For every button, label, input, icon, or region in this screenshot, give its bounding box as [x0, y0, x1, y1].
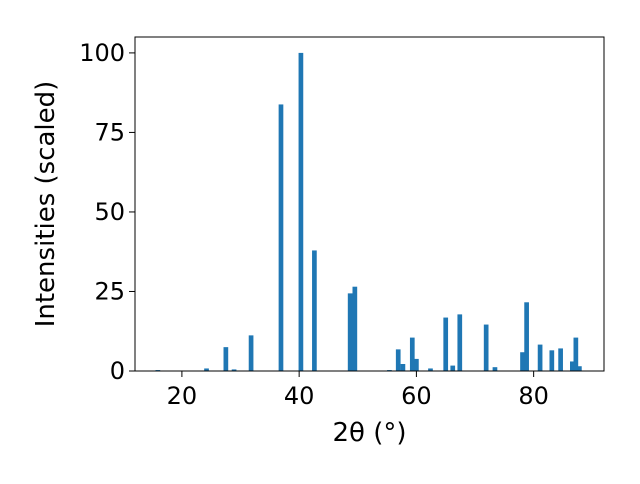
x-tick-label: 60: [401, 382, 432, 410]
x-tick-label: 40: [284, 382, 315, 410]
intensity-bar: [400, 364, 406, 371]
x-tick-label: 80: [518, 382, 549, 410]
intensity-bar: [204, 368, 209, 371]
intensity-bar: [558, 348, 563, 371]
y-tick-label: 100: [79, 39, 125, 67]
intensity-bar: [443, 317, 449, 371]
intensity-bar: [352, 286, 358, 371]
intensity-bar: [347, 293, 353, 371]
y-tick-label: 75: [94, 118, 125, 146]
intensity-bar: [524, 302, 529, 371]
intensity-bar: [414, 358, 419, 371]
intensity-bar: [409, 337, 415, 371]
intensity-bar: [483, 324, 489, 371]
intensity-bar: [537, 344, 543, 371]
intensity-bar: [298, 52, 304, 372]
y-tick-label: 50: [94, 198, 125, 226]
intensity-bar: [231, 369, 237, 371]
intensity-bar: [573, 337, 579, 371]
intensity-bar: [278, 104, 284, 371]
intensity-bar: [549, 350, 555, 371]
intensity-bar: [428, 368, 433, 371]
intensity-bar: [450, 365, 456, 371]
intensity-bar: [570, 361, 575, 371]
intensity-bar: [395, 349, 401, 371]
y-tick-label: 0: [110, 357, 125, 385]
ticks-layer: 20 40 60 80 0 25 50 75 100: [79, 39, 549, 410]
intensity-bar: [248, 335, 254, 371]
intensity-bar: [492, 367, 498, 371]
intensity-bar: [312, 250, 317, 371]
x-tick-label: 20: [167, 382, 198, 410]
bars-layer: [155, 52, 582, 372]
plot-frame: [134, 36, 605, 372]
intensity-bar: [457, 314, 463, 371]
intensity-bar: [577, 366, 582, 371]
intensity-bar: [223, 347, 229, 371]
intensity-bar: [520, 352, 525, 371]
y-axis-label: Intensities (scaled): [31, 81, 61, 328]
y-tick-label: 25: [94, 277, 125, 305]
x-axis-label: 2θ (°): [332, 418, 406, 448]
